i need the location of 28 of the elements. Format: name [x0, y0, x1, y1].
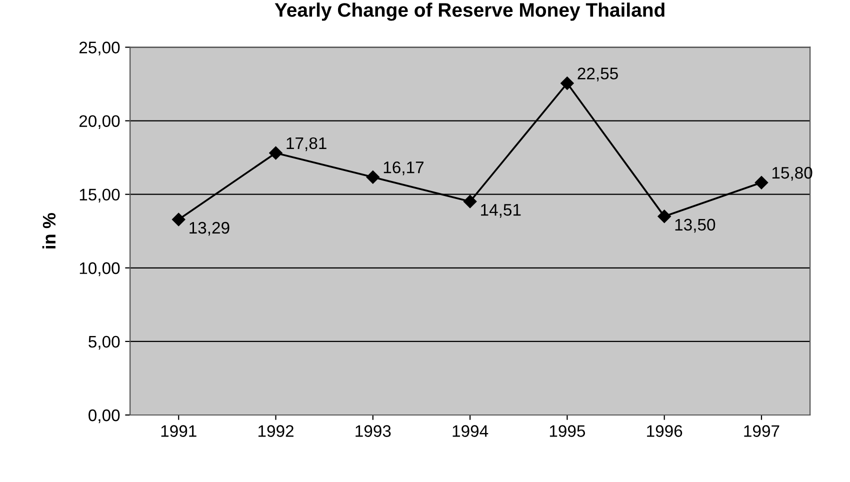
chart-title: Yearly Change of Reserve Money Thailand	[274, 2, 664, 21]
y-tick-label: 5,00	[88, 336, 120, 350]
point	[463, 194, 477, 208]
point	[560, 76, 574, 90]
x-tick-label: 1994	[452, 425, 488, 437]
x-tick-label: 1997	[744, 425, 780, 437]
point	[658, 210, 671, 223]
data-label: 16,17	[384, 161, 424, 176]
point	[366, 170, 380, 184]
data-label: 13,50	[675, 218, 716, 233]
x-tick-label: 1991	[161, 425, 196, 437]
y-tick-label: 10,00	[80, 262, 120, 276]
y-tick-label: 20,00	[79, 115, 120, 129]
x-tick-label: 1995	[550, 425, 586, 437]
x-tick-label: 1996	[647, 425, 682, 437]
data-label: 17,81	[286, 137, 326, 152]
x-tick-label: 1993	[356, 425, 391, 437]
data-label: 22,55	[578, 68, 618, 82]
point	[754, 176, 768, 190]
point	[269, 146, 282, 160]
y-axis-title: in %	[42, 213, 56, 248]
x-tick-label: 1992	[258, 425, 294, 437]
y-tick-label: 0,00	[88, 409, 120, 424]
data-label: 13,29	[190, 222, 230, 236]
data-label: 14,51	[481, 204, 521, 218]
y-tick-label: 25,00	[79, 42, 120, 56]
y-tick-label: 15,00	[80, 188, 120, 203]
point	[172, 212, 186, 226]
